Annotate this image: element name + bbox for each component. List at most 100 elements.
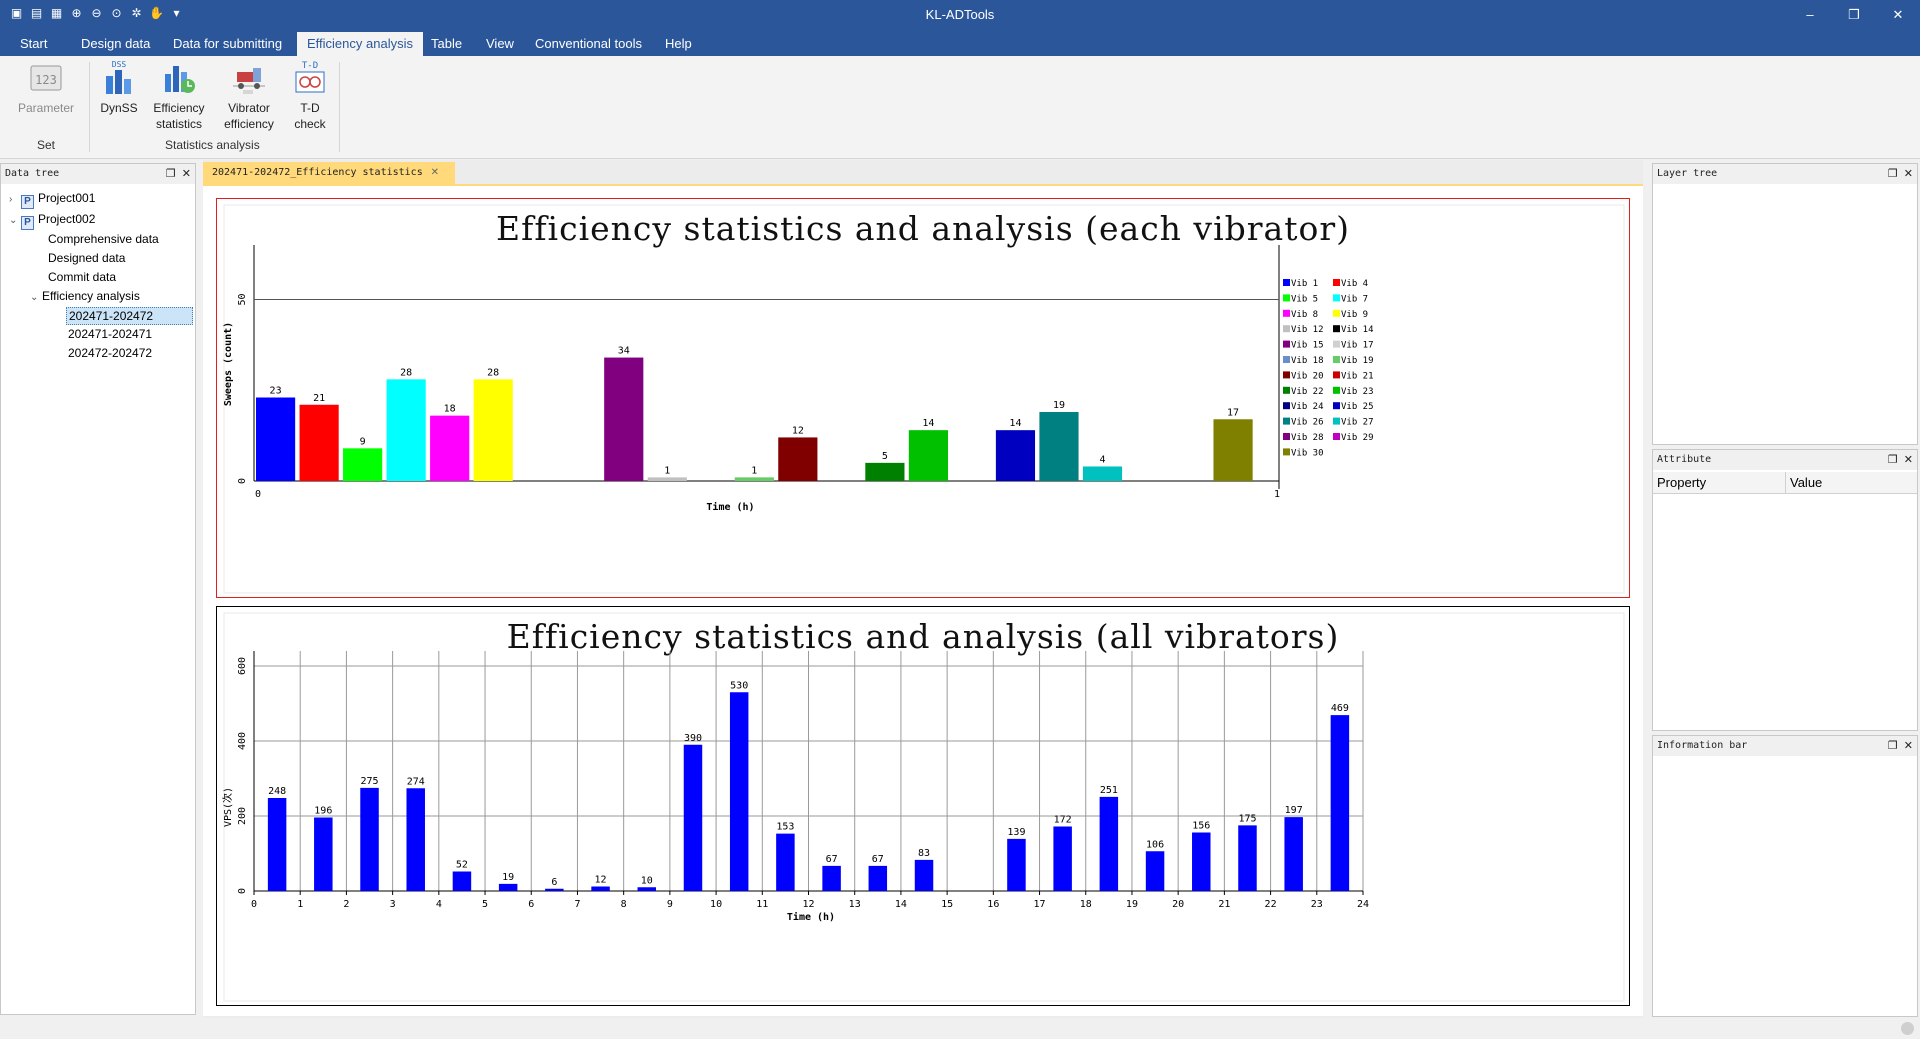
chart2-x-tick-label: 13 (849, 899, 861, 910)
chart2-bar (267, 798, 287, 891)
tree-item-commit-data[interactable]: Commit data (48, 270, 117, 284)
restore-icon[interactable]: ❐ (1848, 6, 1860, 22)
chart1-legend-label: Vib 15 (1291, 341, 1324, 351)
chart2-bar (1007, 838, 1026, 891)
chart1-bar (908, 430, 948, 481)
chart2-y-tick-label: 200 (237, 807, 248, 825)
tree-item-designed-data[interactable]: Designed data (48, 251, 126, 265)
chart1-legend-label: Vib 21 (1341, 371, 1374, 381)
float-panel-icon[interactable]: ❐ (1887, 453, 1898, 466)
chart-all-vibrators[interactable]: Efficiency statistics and analysis (all … (216, 606, 1630, 1006)
close-panel-icon[interactable]: ✕ (1903, 167, 1913, 180)
tab-help[interactable]: Help (665, 36, 692, 51)
chart2-x-tick-label: 12 (802, 899, 814, 910)
expand-icon[interactable]: › (9, 194, 13, 205)
chart1-legend-label: Vib 9 (1341, 310, 1368, 320)
ribbon-separator (89, 62, 90, 152)
tab-table[interactable]: Table (431, 36, 463, 51)
customize-dropdown-icon[interactable]: ▾ (173, 5, 180, 20)
chart1-bar (995, 430, 1036, 481)
tree-item-project001[interactable]: › P Project001 (9, 191, 96, 209)
chart2-data-label: 390 (684, 733, 702, 744)
chart1-legend-swatch (1333, 356, 1340, 363)
new-file-icon[interactable]: ▣ (10, 5, 23, 20)
chart1-data-label: 1 (664, 465, 670, 476)
document-tab[interactable]: 202471-202472_Efficiency statistics ✕ (203, 162, 455, 184)
chart2-bar (1099, 796, 1119, 891)
close-panel-icon[interactable]: ✕ (1903, 739, 1913, 752)
tab-view[interactable]: View (486, 36, 514, 51)
minimize-icon[interactable]: – (1806, 7, 1814, 22)
chart1-legend-swatch (1333, 417, 1340, 425)
zoom-out-icon[interactable]: ⊖ (91, 5, 102, 20)
dynss-button[interactable]: DSS DynSS (100, 60, 138, 115)
tab-conventional-tools[interactable]: Conventional tools (535, 36, 642, 51)
attribute-col-property[interactable]: Property (1657, 475, 1707, 490)
tree-item-202472-202472[interactable]: 202472-202472 (68, 346, 153, 360)
float-panel-icon[interactable]: ❐ (1887, 167, 1898, 180)
status-indicator-icon (1901, 1022, 1914, 1035)
chart1-bar (734, 477, 774, 481)
collapse-icon[interactable]: ⌄ (9, 215, 18, 226)
float-panel-icon[interactable]: ❐ (165, 167, 176, 180)
chart1-bar (343, 448, 383, 481)
open-file-icon[interactable]: ▤ (30, 5, 43, 20)
zoom-in-icon[interactable]: ⊕ (71, 5, 82, 20)
attribute-panel: Attribute ❐ ✕ Property Value (1652, 449, 1918, 731)
chart1-bar (1039, 412, 1079, 481)
chart-each-vibrator[interactable]: Efficiency statistics and analysis (each… (216, 198, 1630, 598)
collapse-icon[interactable]: ⌄ (30, 292, 39, 303)
float-panel-icon[interactable]: ❐ (1887, 739, 1898, 752)
chart2-x-tick-label: 9 (667, 899, 673, 910)
close-icon[interactable]: ✕ (1892, 6, 1904, 22)
chart1-bar (473, 379, 513, 481)
tab-data-for-submitting[interactable]: Data for submitting (173, 36, 283, 51)
chart2-bar (591, 886, 610, 891)
layer-tree-panel: Layer tree ❐ ✕ (1652, 163, 1918, 445)
tree-item-project002[interactable]: ⌄ P Project002 (9, 212, 96, 230)
chart1-legend-label: Vib 1 (1291, 279, 1318, 289)
tab-efficiency-analysis[interactable]: Efficiency analysis (297, 32, 423, 56)
chart1-bar (604, 357, 644, 481)
settings-icon[interactable]: ✲ (131, 5, 142, 20)
chart1-legend-label: Vib 19 (1341, 356, 1374, 366)
td-check-button[interactable]: T-D T-D check (288, 60, 332, 132)
chart2-x-tick-label: 16 (987, 899, 999, 910)
chart2-x-tick-label: 20 (1172, 899, 1184, 910)
close-panel-icon[interactable]: ✕ (181, 167, 191, 180)
tree-item-202471-202472[interactable]: 202471-202472 (66, 307, 193, 325)
chart2-x-tick-label: 7 (574, 899, 580, 910)
chart1-legend-label: Vib 5 (1291, 294, 1318, 304)
close-panel-icon[interactable]: ✕ (1903, 453, 1913, 466)
vibrator-efficiency-button[interactable]: Vibrator efficiency (218, 60, 280, 132)
tree-item-202471-202471[interactable]: 202471-202471 (68, 327, 153, 341)
chart1-legend-label: Vib 28 (1291, 433, 1324, 443)
chart2-data-label: 19 (502, 872, 514, 883)
chart2-bar (452, 871, 472, 891)
tree-item-comprehensive-data[interactable]: Comprehensive data (48, 232, 159, 246)
close-tab-icon[interactable]: ✕ (430, 167, 439, 178)
chart2-bar (1192, 832, 1211, 891)
parameter-button[interactable]: 123 Parameter (12, 60, 80, 116)
chart2-bar (314, 817, 333, 891)
chart1-bar (386, 379, 426, 481)
zoom-fit-icon[interactable]: ⊙ (111, 5, 122, 20)
chart2-x-tick-label: 0 (251, 899, 257, 910)
chart2-x-tick-label: 5 (482, 899, 488, 910)
chart2-y-tick-label: 600 (237, 657, 248, 675)
title-bar: ▣ ▤ ▦ ⊕ ⊖ ⊙ ✲ ✋ ▾ KL-ADTools – ❐ ✕ (0, 0, 1920, 29)
attribute-col-value[interactable]: Value (1790, 475, 1823, 490)
tab-design-data[interactable]: Design data (81, 36, 151, 51)
pan-hand-icon[interactable]: ✋ (149, 5, 164, 20)
chart2-data-label: 196 (314, 806, 332, 817)
chart1-data-label: 28 (400, 367, 412, 378)
tree-item-efficiency-analysis[interactable]: ⌄ Efficiency analysis (30, 288, 140, 306)
save-icon[interactable]: ▦ (50, 5, 63, 20)
tab-start[interactable]: Start (20, 36, 48, 51)
chart1-legend-swatch (1333, 371, 1340, 379)
chart1-data-label: 1 (751, 465, 757, 476)
efficiency-statistics-button[interactable]: Efficiency statistics (148, 60, 210, 132)
chart1-x-axis-label: Time (h) (706, 501, 754, 513)
chart2-x-tick-label: 23 (1311, 899, 1323, 910)
